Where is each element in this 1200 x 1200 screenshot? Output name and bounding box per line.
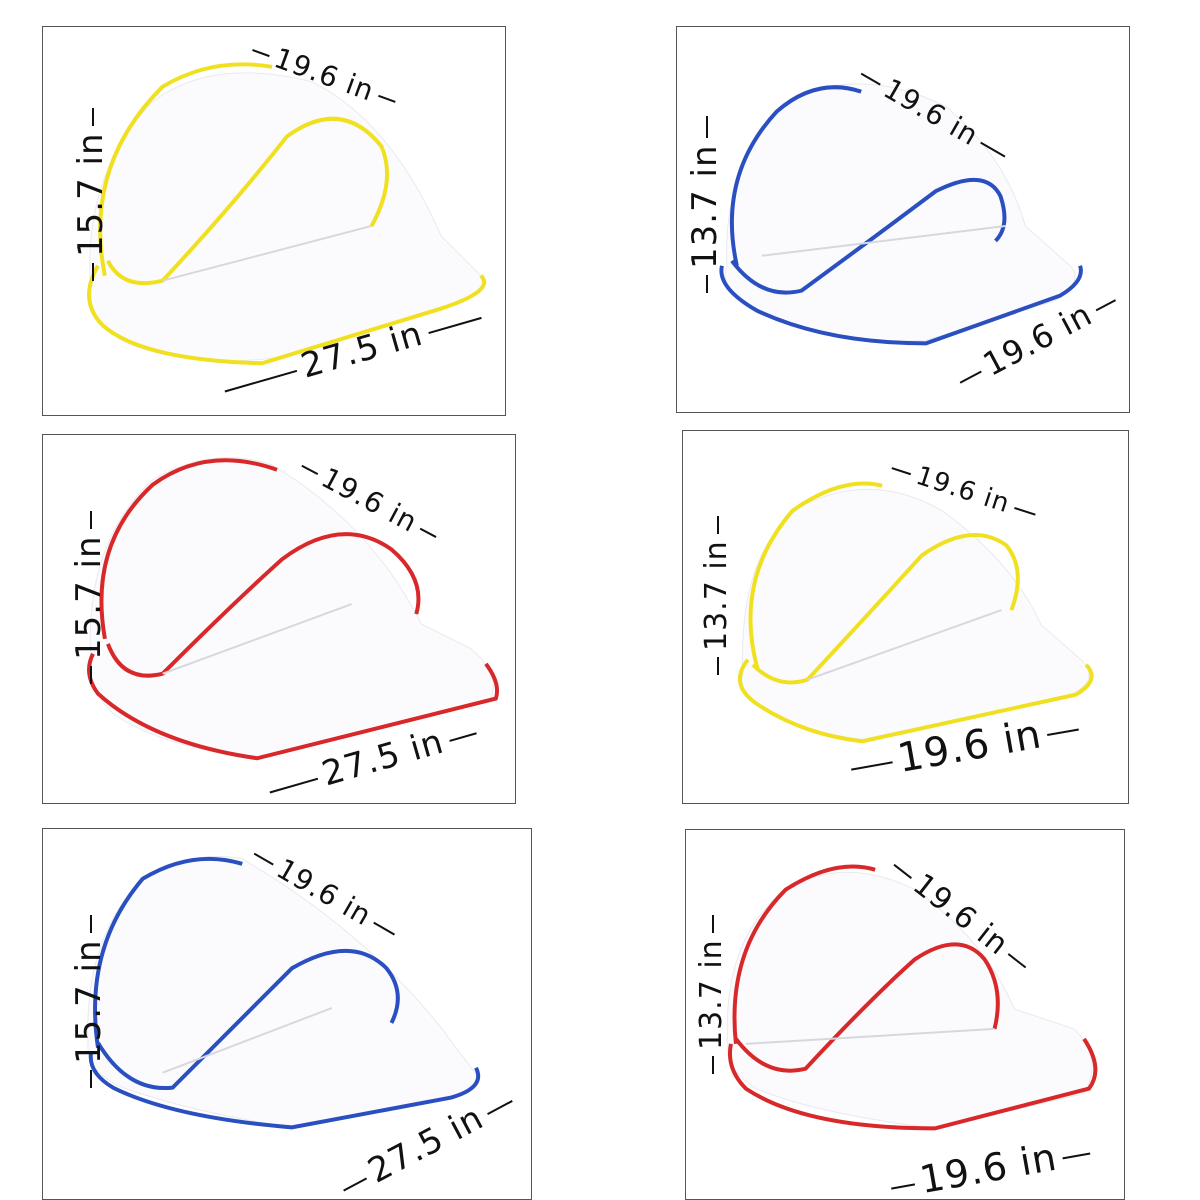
product-panel-2: 13.7 in 19.6 in 19.6 in [676,26,1130,413]
product-panel-5: 15.7 in 19.6 in 27.5 in [42,828,532,1200]
height-dimension-label: 13.7 in [699,510,734,681]
product-panel-4: 13.7 in 19.6 in 19.6 in [682,430,1129,804]
product-panel-1: 15.7 in 19.6 in 27.5 in [42,26,506,416]
height-dimension-label: 15.7 in [71,102,111,287]
height-dimension-label: 15.7 in [69,909,109,1094]
mesh-tent-image-1 [87,62,487,366]
height-dimension-label: 13.7 in [685,110,725,299]
mesh-tent-image-6 [726,864,1098,1131]
height-dimension-label: 13.7 in [694,909,729,1080]
mesh-tent-image-2 [719,83,1083,346]
product-panel-6: 13.7 in 19.6 in 19.6 in [685,829,1125,1200]
product-panel-3: 15.7 in 19.6 in 27.5 in [42,434,516,804]
mesh-tent-image-4 [737,481,1094,744]
height-dimension-label: 15.7 in [69,505,109,690]
mesh-tent-image-5 [87,855,481,1130]
